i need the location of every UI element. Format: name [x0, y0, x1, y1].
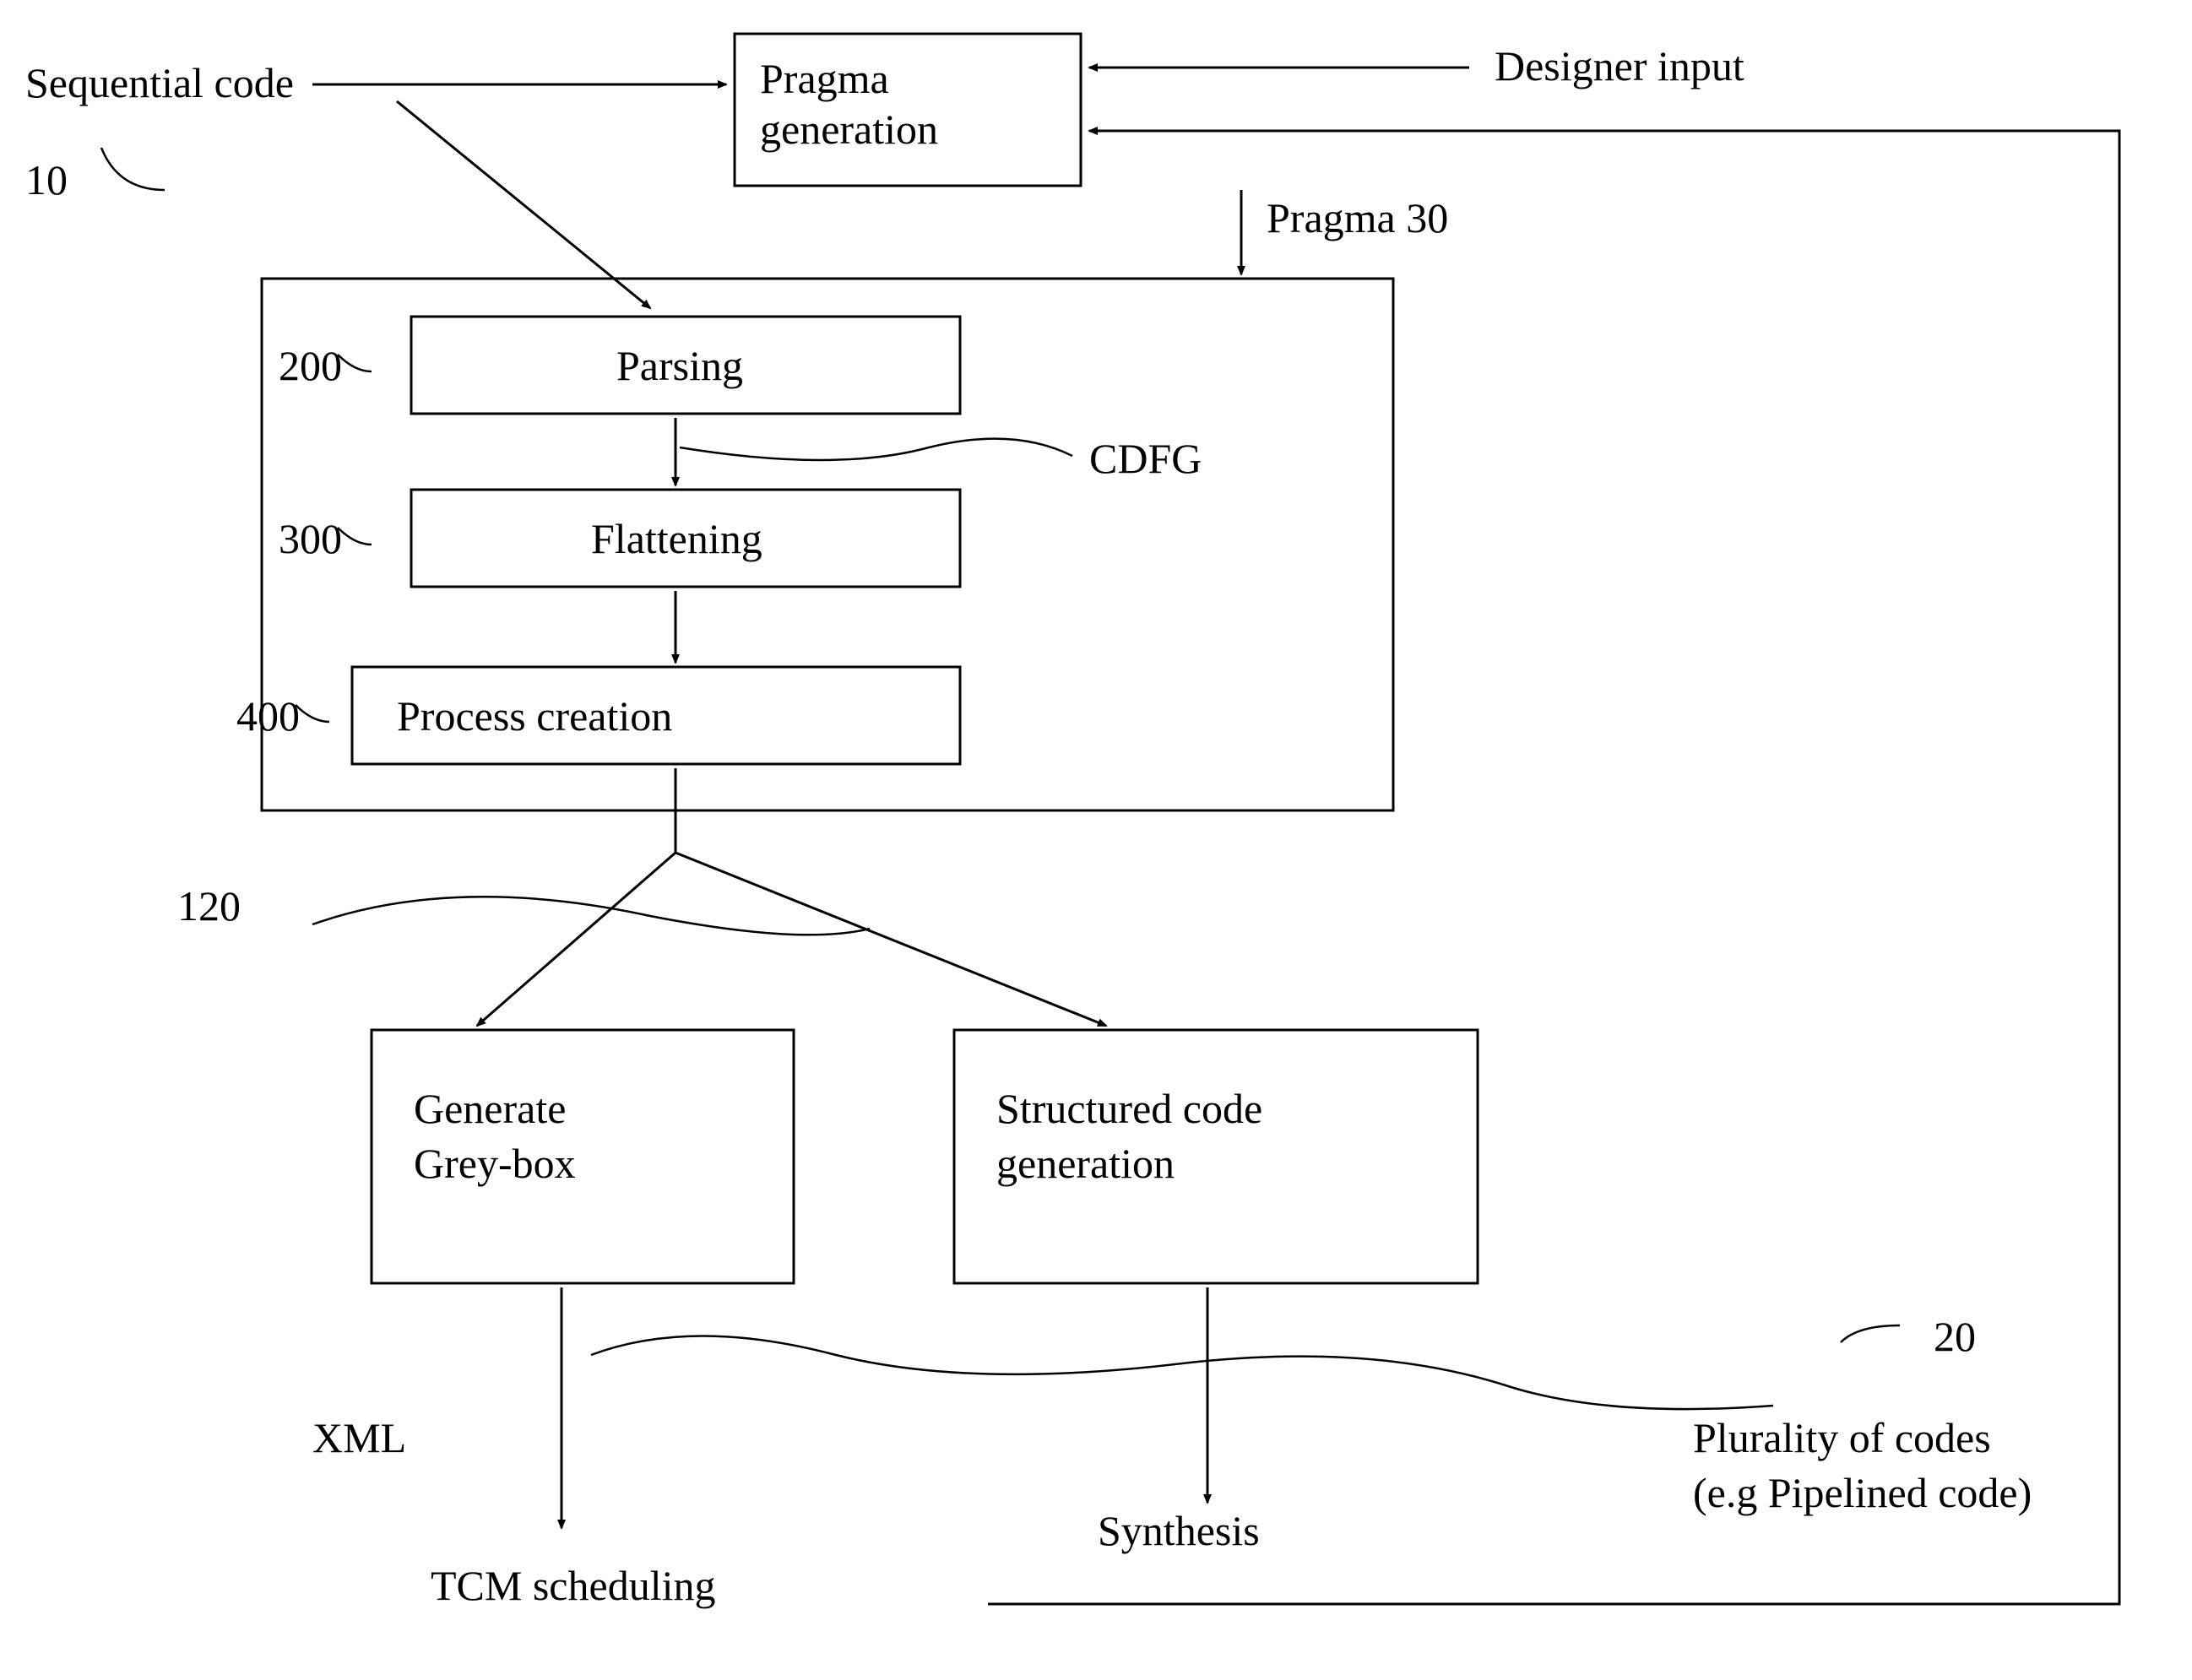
synthesis-label: Synthesis — [1098, 1507, 1260, 1554]
leader-120 — [312, 897, 870, 935]
process-creation-label: Process creation — [397, 692, 672, 740]
flattening-node: Flattening — [411, 490, 960, 587]
parsing-node: Parsing — [411, 317, 960, 414]
cdfg-label: CDFG — [1089, 435, 1202, 482]
edge-split-to-structured — [676, 853, 1106, 1026]
structured-code-label1: Structured code — [996, 1085, 1262, 1132]
generate-greybox-label2: Grey-box — [414, 1140, 576, 1187]
ref-10-label: 10 — [25, 156, 68, 203]
ref-400-label: 400 — [236, 692, 300, 740]
xml-label: XML — [312, 1414, 406, 1461]
ref-300-label: 300 — [279, 515, 342, 562]
pragma-generation-label2: generation — [760, 106, 938, 153]
pragma-generation-node: Pragma generation — [735, 34, 1081, 186]
tcm-label: TCM scheduling — [431, 1562, 715, 1609]
plurality-label2: (e.g Pipelined code) — [1693, 1469, 2032, 1516]
pragma-generation-label1: Pragma — [760, 55, 889, 102]
edge-split-to-greybox — [477, 853, 676, 1026]
flowchart-diagram: Pragma generation Parsing Flattening Pro… — [0, 0, 2192, 1680]
plurality-label1: Plurality of codes — [1693, 1414, 1991, 1461]
process-creation-node: Process creation — [352, 667, 960, 764]
ref-120-label: 120 — [177, 882, 241, 929]
leader-10 — [101, 148, 165, 190]
leader-20 — [1841, 1325, 1900, 1342]
generate-greybox-node: Generate Grey-box — [372, 1030, 794, 1283]
ref-20-label: 20 — [1934, 1313, 1976, 1360]
designer-input-label: Designer input — [1495, 42, 1744, 89]
structured-code-label2: generation — [996, 1140, 1175, 1187]
leader-outputs — [591, 1336, 1773, 1410]
structured-code-node: Structured code generation — [954, 1030, 1478, 1283]
ref-200-label: 200 — [279, 342, 342, 389]
edge-seq-to-parsing — [397, 101, 650, 308]
pragma-30-label: Pragma 30 — [1267, 194, 1448, 241]
sequential-code-label: Sequential code — [25, 59, 294, 106]
generate-greybox-label1: Generate — [414, 1085, 566, 1132]
flattening-label: Flattening — [591, 515, 762, 562]
parsing-label: Parsing — [616, 342, 743, 389]
